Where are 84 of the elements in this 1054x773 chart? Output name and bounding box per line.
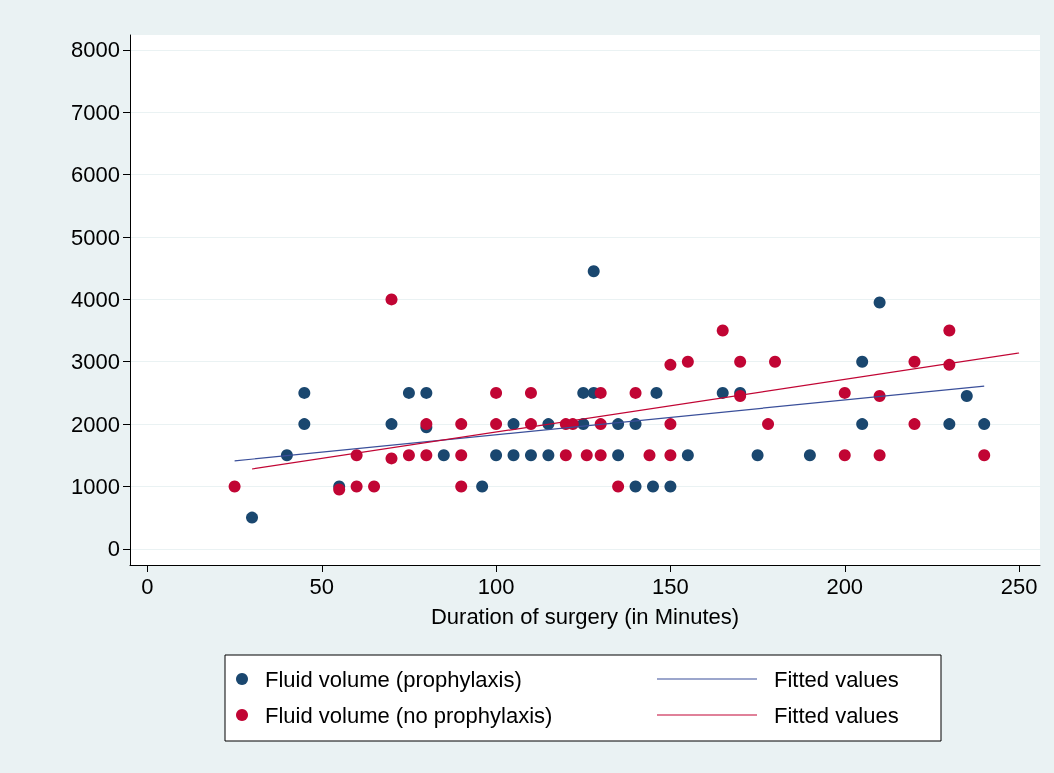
- point: [368, 480, 381, 493]
- point: [647, 480, 659, 493]
- y-tick-label: 1000: [71, 473, 120, 499]
- point: [594, 449, 607, 462]
- x-axis-title: Duration of surgery (in Minutes): [430, 603, 740, 629]
- point: [298, 386, 311, 399]
- point: [228, 480, 241, 493]
- point: [873, 449, 886, 462]
- point: [769, 355, 782, 368]
- point: [664, 449, 677, 462]
- point: [350, 480, 363, 493]
- point: [664, 358, 677, 371]
- point: [524, 449, 537, 462]
- point: [908, 355, 921, 368]
- point: [681, 355, 694, 368]
- point: [751, 449, 764, 462]
- legend-label: Fitted values: [774, 666, 899, 692]
- point: [594, 386, 607, 399]
- point: [507, 449, 520, 462]
- y-tick-label: 4000: [71, 286, 120, 312]
- point: [734, 355, 747, 368]
- point: [542, 449, 555, 462]
- point: [978, 449, 991, 462]
- y-tick-label: 2000: [71, 411, 120, 437]
- point: [629, 480, 642, 493]
- point: [385, 293, 398, 306]
- point: [873, 296, 886, 309]
- point: [420, 449, 433, 462]
- point: [385, 452, 398, 465]
- point: [490, 418, 503, 431]
- point: [455, 449, 468, 462]
- point: [943, 418, 956, 431]
- point: [490, 386, 503, 399]
- point: [681, 449, 694, 462]
- point: [402, 386, 415, 399]
- point: [838, 449, 851, 462]
- point: [587, 265, 600, 278]
- y-tick-label: 8000: [71, 37, 120, 63]
- x-tick-label: 100: [477, 573, 515, 599]
- point: [298, 418, 311, 431]
- legend-label: Fluid volume (prophylaxis): [265, 666, 522, 692]
- x-tick-label: 0: [141, 573, 154, 599]
- x-tick-label: 150: [652, 573, 689, 599]
- point: [838, 386, 851, 399]
- point: [960, 390, 973, 403]
- y-tick-label: 5000: [71, 224, 120, 250]
- y-tick-label: 0: [107, 536, 120, 562]
- point: [716, 324, 729, 337]
- point: [420, 386, 433, 399]
- point: [664, 480, 677, 493]
- point: [856, 418, 869, 431]
- point: [978, 418, 991, 431]
- point: [455, 418, 468, 431]
- point: [856, 355, 869, 368]
- x-tick-label: 250: [1000, 573, 1038, 599]
- point: [524, 386, 537, 399]
- point: [629, 386, 642, 399]
- point: [650, 386, 663, 399]
- legend-label: Fluid volume (no prophylaxis): [265, 702, 553, 728]
- point: [716, 386, 729, 399]
- point: [246, 511, 259, 524]
- point: [577, 386, 590, 399]
- point: [762, 418, 775, 431]
- point: [437, 449, 450, 462]
- point: [455, 480, 468, 493]
- y-tick-label: 3000: [71, 349, 120, 375]
- point: [559, 449, 572, 462]
- y-tick-label: 7000: [71, 99, 120, 125]
- x-tick-label: 200: [826, 573, 864, 599]
- y-tick-label: 6000: [71, 162, 120, 188]
- point: [490, 449, 503, 462]
- x-tick-label: 50: [309, 573, 334, 599]
- point: [476, 480, 489, 493]
- point: [580, 449, 593, 462]
- point: [943, 324, 956, 337]
- point: [908, 418, 921, 431]
- point: [643, 449, 656, 462]
- point: [612, 449, 625, 462]
- point: [664, 418, 677, 431]
- legend-label: Fitted values: [774, 702, 899, 728]
- point: [385, 418, 398, 431]
- point: [402, 449, 415, 462]
- point: [612, 480, 625, 493]
- point: [803, 449, 816, 462]
